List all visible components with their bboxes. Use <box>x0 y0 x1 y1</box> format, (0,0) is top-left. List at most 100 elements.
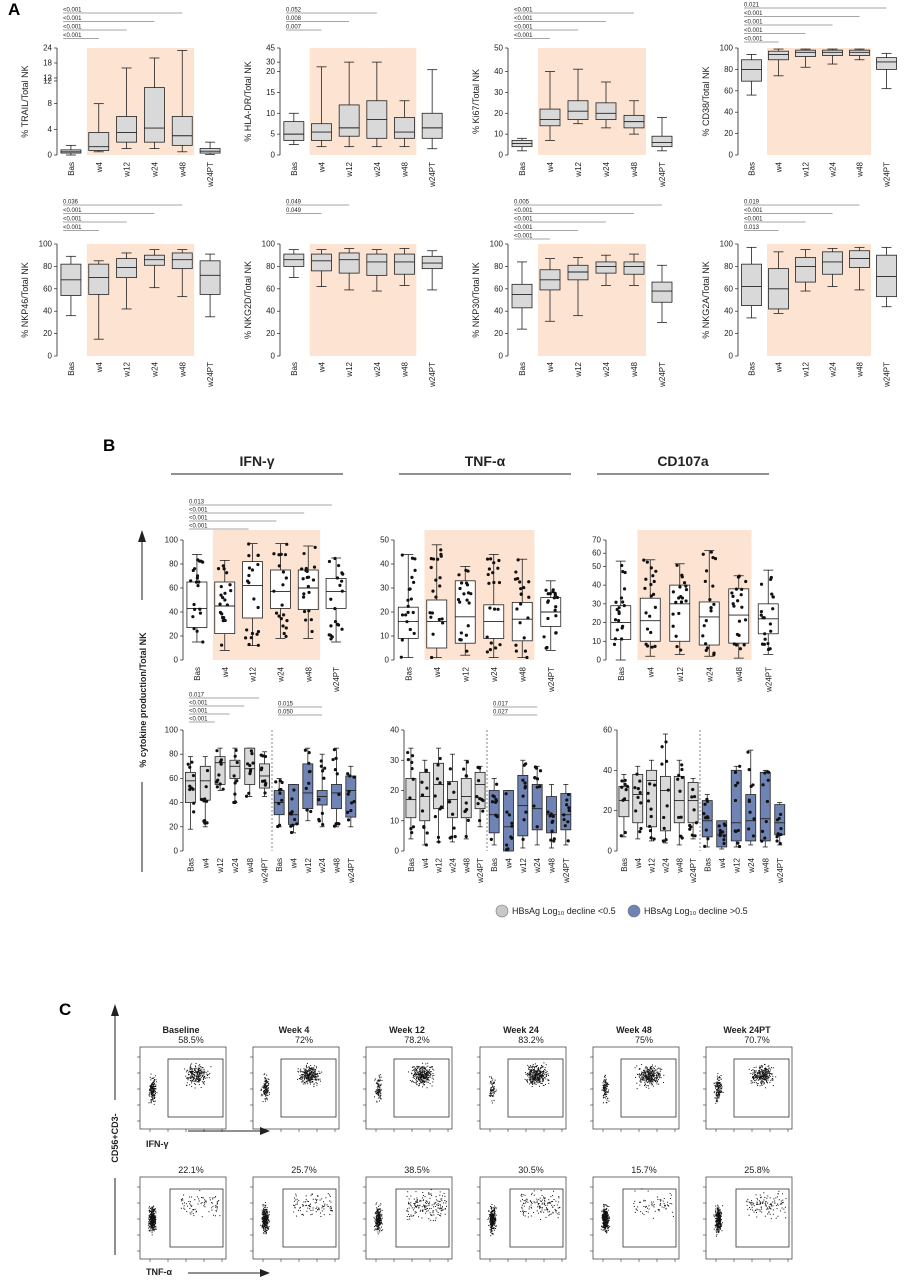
y-tick-label: 12 <box>43 73 52 82</box>
event-dot <box>716 1098 717 1099</box>
data-point <box>526 616 529 619</box>
event-dot <box>430 1071 431 1072</box>
data-point <box>476 766 479 769</box>
event-dot <box>154 1218 155 1219</box>
event-dot <box>530 1080 531 1081</box>
event-dot <box>194 1199 195 1200</box>
event-dot <box>151 1215 152 1216</box>
event-dot <box>413 1066 414 1067</box>
event-dot <box>205 1078 206 1079</box>
data-point <box>672 590 675 593</box>
event-dot <box>542 1075 543 1076</box>
event-dot <box>428 1077 429 1078</box>
data-point <box>639 801 642 804</box>
data-point <box>680 763 683 766</box>
data-point <box>523 818 526 821</box>
event-dot <box>416 1074 417 1075</box>
event-dot <box>653 1072 654 1073</box>
event-dot <box>720 1091 721 1092</box>
event-dot <box>719 1080 720 1081</box>
timepoint-label: Week 4 <box>279 1025 310 1035</box>
y-tick-label: 80 <box>724 262 733 271</box>
event-dot <box>200 1075 201 1076</box>
event-dot <box>202 1071 203 1072</box>
event-dot <box>184 1202 185 1203</box>
data-point <box>488 567 491 570</box>
event-dot <box>268 1222 269 1223</box>
pvalue-label: <0.001 <box>189 508 208 514</box>
event-dot <box>538 1067 539 1068</box>
data-point <box>736 633 739 636</box>
data-point <box>228 583 231 586</box>
data-point <box>637 787 640 790</box>
event-dot <box>187 1079 188 1080</box>
event-dot <box>309 1071 310 1072</box>
event-dot <box>308 1077 309 1078</box>
data-point <box>723 822 726 825</box>
data-point <box>750 785 753 788</box>
event-dot <box>639 1076 640 1077</box>
event-dot <box>269 1092 270 1093</box>
data-point <box>764 638 767 641</box>
x-tick-label: w24 <box>276 666 285 682</box>
data-point <box>257 644 260 647</box>
event-dot <box>152 1092 153 1093</box>
data-point <box>436 763 439 766</box>
data-point <box>465 650 468 653</box>
event-dot <box>527 1074 528 1075</box>
event-dot <box>430 1074 431 1075</box>
y-tick-label: 60 <box>266 284 275 293</box>
event-dot <box>766 1079 767 1080</box>
event-dot <box>543 1081 544 1082</box>
event-dot <box>155 1221 156 1222</box>
x-tick-label: w24PT <box>261 858 270 884</box>
event-dot <box>264 1091 265 1092</box>
x-tick-label: w48 <box>761 857 770 873</box>
event-dot <box>264 1087 265 1088</box>
data-point <box>752 817 755 820</box>
event-dot <box>530 1081 531 1082</box>
data-point <box>706 837 709 840</box>
event-dot <box>201 1203 202 1204</box>
event-dot <box>536 1082 537 1083</box>
event-dot <box>203 1077 204 1078</box>
data-point <box>703 845 706 848</box>
event-dot <box>209 1073 210 1074</box>
event-dot <box>648 1069 649 1070</box>
x-tick-label: Bas <box>290 362 299 376</box>
event-dot <box>529 1069 530 1070</box>
data-point <box>621 570 624 573</box>
event-dot <box>154 1215 155 1216</box>
event-dot <box>422 1086 423 1087</box>
data-point <box>205 785 208 788</box>
data-point <box>421 809 424 812</box>
event-dot <box>150 1208 151 1209</box>
data-point <box>693 834 696 837</box>
timepoint-label: Week 48 <box>616 1025 652 1035</box>
event-dot <box>418 1073 419 1074</box>
data-point <box>304 618 307 621</box>
data-point <box>752 834 755 837</box>
event-dot <box>424 1068 425 1069</box>
data-point <box>260 768 263 771</box>
event-dot <box>639 1074 640 1075</box>
event-dot <box>752 1069 753 1070</box>
event-dot <box>661 1077 662 1078</box>
event-dot <box>493 1091 494 1092</box>
event-dot <box>659 1077 660 1078</box>
x-tick-label: Bas <box>518 362 527 376</box>
event-dot <box>193 1077 194 1078</box>
pvalue-label: 0.021 <box>744 3 760 9</box>
event-dot <box>641 1064 642 1065</box>
event-dot <box>148 1221 149 1222</box>
data-point <box>462 768 465 771</box>
event-dot <box>765 1074 766 1075</box>
event-dot <box>300 1077 301 1078</box>
data-point <box>486 650 489 653</box>
event-dot <box>605 1081 606 1082</box>
data-point <box>690 795 693 798</box>
data-point <box>649 807 652 810</box>
box-iqr <box>504 791 514 852</box>
event-dot <box>316 1076 317 1077</box>
event-dot <box>380 1074 381 1075</box>
